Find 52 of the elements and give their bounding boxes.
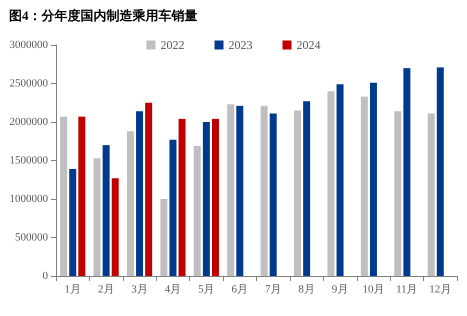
bar [336,84,344,276]
x-tick-label: 12月 [429,284,452,296]
legend-label: 2022 [160,38,184,52]
x-tick-label: 9月 [332,284,348,296]
bar [78,116,86,276]
x-tick-label: 4月 [164,284,182,296]
bar [227,104,234,276]
chart-title: 图4：分年度国内制造乘用车销量 [9,8,198,23]
bar [360,96,368,276]
y-tick-label: 2500000 [10,78,48,90]
bar [303,101,310,276]
y-tick-label: 1000000 [10,193,48,205]
bar [260,106,268,276]
x-tick-label: 5月 [198,284,215,296]
x-tick-label: 2月 [98,284,114,296]
bar [403,68,410,276]
bar [60,116,68,276]
bar [327,91,334,276]
y-tick-label: 0 [42,270,48,282]
bar [136,111,144,276]
y-tick-label: 1500000 [10,154,48,166]
x-tick-label: 11月 [396,284,418,296]
bar [202,122,210,276]
x-tick-label: 1月 [64,284,81,296]
y-tick-label: 3000000 [10,39,48,51]
bar [160,199,168,276]
bar [69,168,76,276]
bar [178,118,186,276]
bar [145,102,152,276]
bar [370,82,377,276]
x-tick-label: 3月 [131,284,148,296]
bar [270,114,277,276]
legend-label: 2023 [228,38,252,52]
x-tick-label: 6月 [232,284,248,296]
bar [102,145,110,276]
bar [236,106,244,276]
bar [212,118,219,276]
x-tick-label: 7月 [264,284,282,296]
bar [126,131,134,276]
legend-label: 2024 [296,38,320,52]
bar [194,146,201,276]
bar [169,140,176,276]
bar [94,158,101,276]
bar [428,114,435,276]
bar [394,111,402,276]
x-tick-label: 10月 [362,284,384,296]
bar [436,67,444,276]
y-tick-label: 500000 [15,232,48,244]
bar [112,178,119,276]
bar [294,110,302,276]
y-tick-label: 2000000 [10,116,48,128]
x-tick-label: 8月 [298,284,315,296]
